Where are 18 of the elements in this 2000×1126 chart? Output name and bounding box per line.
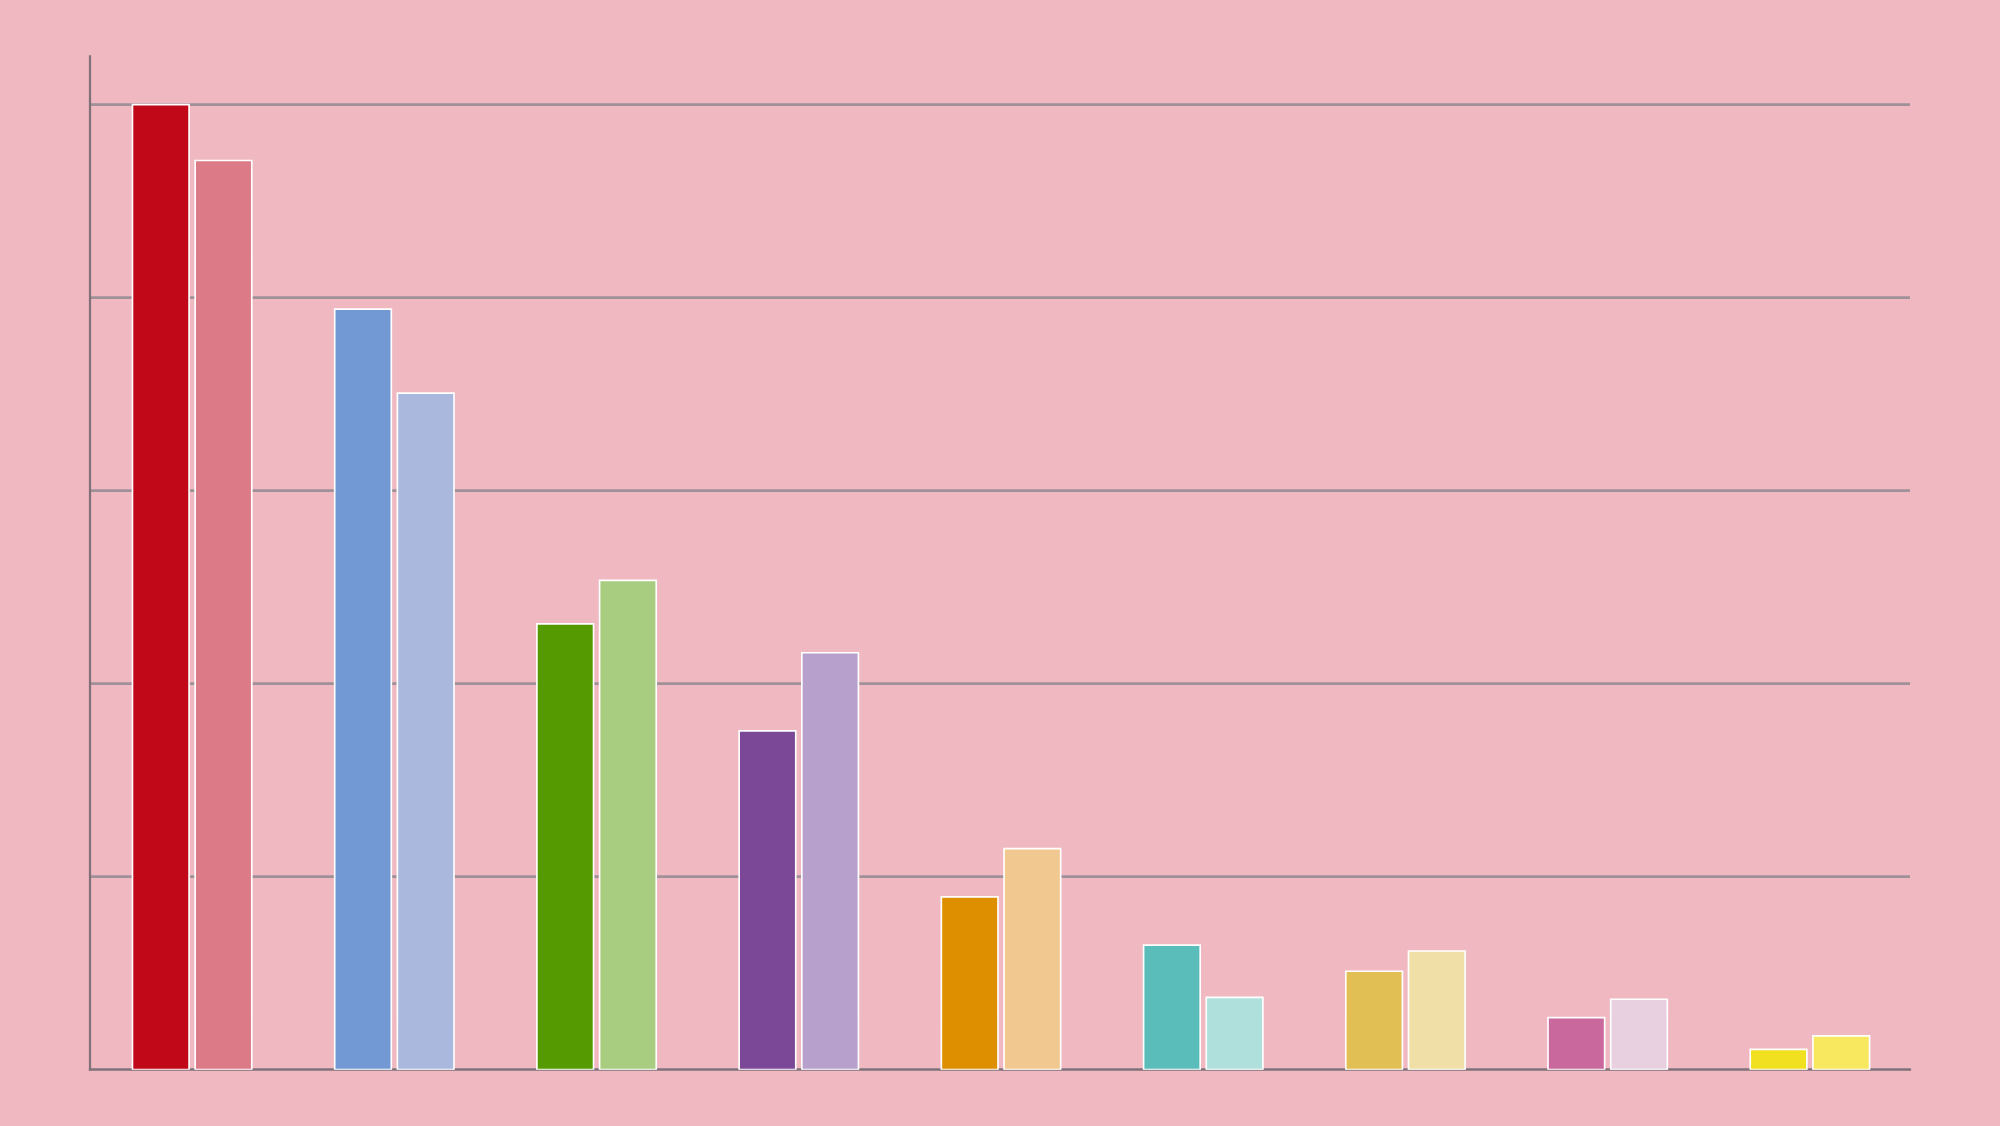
bar xyxy=(1812,1035,1871,1070)
bar xyxy=(536,622,595,1070)
bar xyxy=(131,103,190,1070)
bar xyxy=(1142,944,1202,1070)
bar xyxy=(800,651,860,1070)
bar xyxy=(1205,996,1264,1070)
bar xyxy=(333,308,393,1070)
bar xyxy=(1547,1016,1606,1070)
bar xyxy=(194,159,253,1070)
bar xyxy=(940,896,999,1070)
bar xyxy=(396,392,455,1070)
bar xyxy=(598,579,658,1070)
bar xyxy=(1609,998,1669,1070)
bar xyxy=(1344,970,1404,1070)
bar xyxy=(1003,847,1062,1070)
bar xyxy=(1749,1048,1808,1070)
bar xyxy=(738,730,797,1070)
bar xyxy=(1407,950,1466,1070)
